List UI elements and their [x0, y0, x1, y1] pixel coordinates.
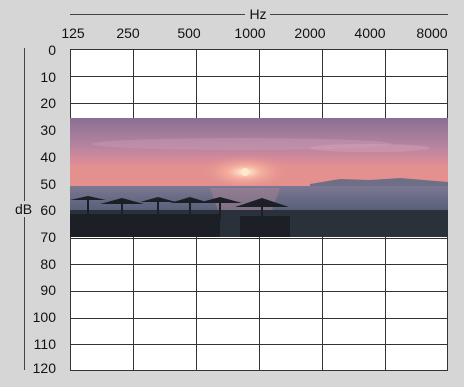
level-axis-label: dB	[14, 201, 34, 217]
frequency-tick-label: 2000	[294, 25, 326, 41]
photo-sun	[241, 168, 249, 176]
grid-horizontal-line	[71, 291, 447, 292]
level-tick-label: 90	[40, 282, 56, 298]
frequency-axis-line-right	[270, 14, 448, 15]
grid-horizontal-line	[71, 76, 447, 77]
level-tick-label: 70	[40, 229, 56, 245]
level-tick-label: 10	[40, 69, 56, 85]
frequency-tick-label: 4000	[354, 25, 386, 41]
frequency-tick-label: 125	[61, 25, 85, 41]
grid-horizontal-line	[71, 344, 447, 345]
frequency-tick-label: 500	[177, 25, 201, 41]
photo-umbrellas	[70, 196, 290, 237]
frequency-axis-label: Hz	[249, 6, 267, 22]
level-tick-label: 120	[32, 360, 56, 376]
photo-cloud	[92, 138, 392, 150]
level-tick-label: 100	[32, 309, 56, 325]
grid-horizontal-line	[71, 103, 447, 104]
grid-horizontal-line	[71, 238, 447, 239]
level-tick-label: 0	[48, 42, 56, 58]
level-tick-label: 30	[40, 122, 56, 138]
level-tick-label: 60	[40, 202, 56, 218]
level-tick-label: 50	[40, 176, 56, 192]
frequency-tick-label: 8000	[416, 25, 448, 41]
level-tick-label: 80	[40, 256, 56, 272]
frequency-axis-line-left	[70, 14, 245, 15]
photo-cloud	[310, 144, 430, 152]
grid-horizontal-line	[71, 264, 447, 265]
photo-distant-hills	[310, 178, 448, 188]
sunset-beach-photo	[70, 118, 448, 237]
frequency-tick-label: 250	[116, 25, 140, 41]
frequency-tick-label: 1000	[234, 25, 266, 41]
level-tick-label: 40	[40, 149, 56, 165]
grid-horizontal-line	[71, 318, 447, 319]
level-tick-label: 110	[33, 336, 56, 352]
level-tick-label: 20	[40, 95, 56, 111]
